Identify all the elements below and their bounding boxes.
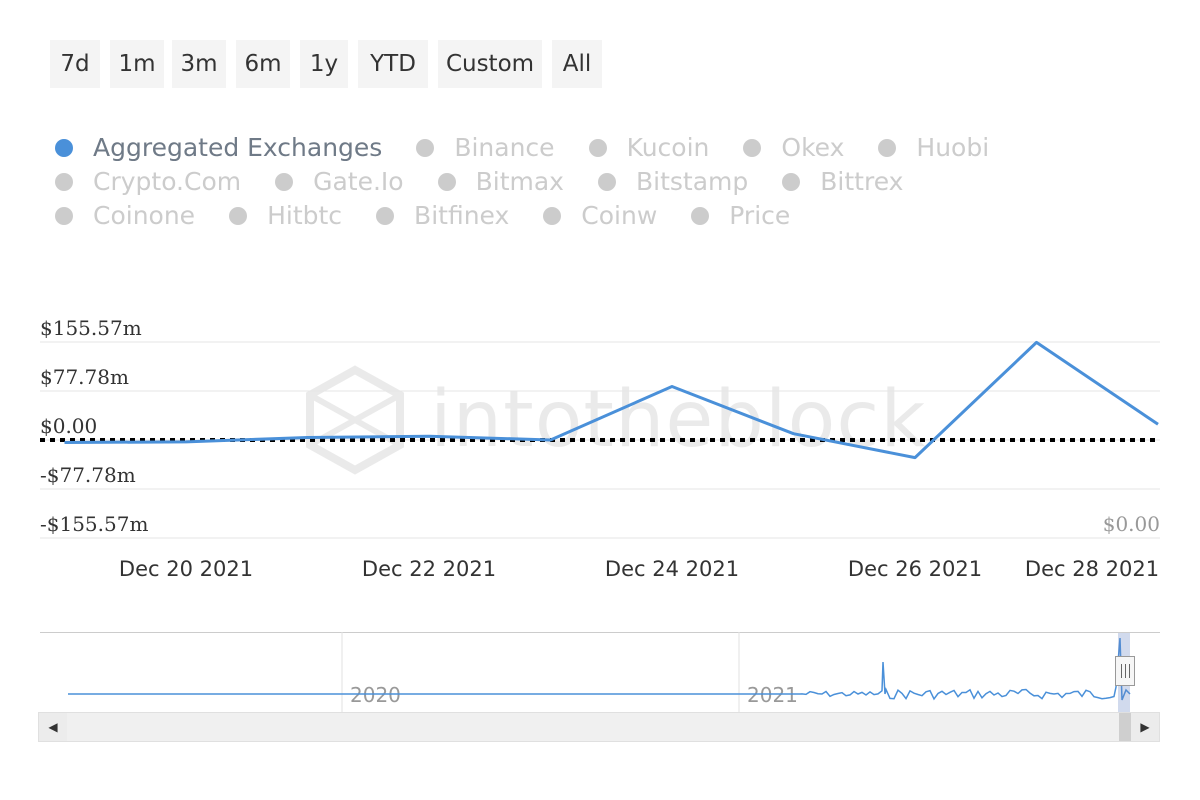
legend-item-price[interactable]: Price	[691, 201, 790, 230]
legend-label: Bitstamp	[635, 167, 749, 196]
legend-marker-icon	[878, 138, 897, 157]
legend-label: Crypto.Com	[93, 167, 242, 196]
legend-marker-icon	[55, 172, 73, 191]
main-chart: $155.57m $77.78m $0.00 -$77.78m -$155.57m $0.…	[40, 316, 1160, 581]
series-line-aggregated-exchanges	[64, 340, 1159, 460]
legend-marker-icon	[588, 138, 607, 157]
legend-marker-icon	[55, 138, 73, 157]
right-arrow-icon[interactable]: ▶	[1131, 713, 1159, 741]
legend-item-coinw[interactable]: Coinw	[543, 201, 657, 230]
legend-item-crypto-com[interactable]: Crypto.Com	[55, 167, 241, 196]
navigator-chart[interactable]: 2020 2021	[40, 632, 1160, 712]
legend-marker-icon	[597, 172, 616, 191]
legend-item-bitfinex[interactable]: Bitfinex	[376, 201, 509, 230]
x-tick-label: Dec 22 2021	[362, 557, 496, 581]
legend-item-aggregated-exchanges[interactable]: Aggregated Exchanges	[55, 133, 382, 162]
legend-item-bittrex[interactable]: Bittrex	[782, 167, 903, 196]
navigator-series-line	[68, 637, 1131, 701]
legend-item-bitmax[interactable]: Bitmax	[437, 167, 564, 196]
legend-item-kucoin[interactable]: Kucoin	[588, 133, 710, 162]
legend-label: Bittrex	[820, 167, 904, 196]
legend-label: Hitbtc	[267, 201, 343, 230]
range-button-3m[interactable]: 3m	[172, 40, 226, 88]
navigator-handle[interactable]	[1115, 656, 1135, 686]
legend-label: Price	[729, 201, 791, 230]
range-button-ytd[interactable]: YTD	[358, 40, 428, 88]
y-tick-label: $77.78m	[40, 365, 129, 389]
legend-label: Bitmax	[475, 167, 564, 196]
legend-label: Coinone	[93, 201, 196, 230]
navigator-year-label: 2021	[747, 683, 798, 707]
legend-marker-icon	[543, 206, 562, 225]
legend-marker-icon	[55, 206, 73, 225]
legend-item-bitstamp[interactable]: Bitstamp	[597, 167, 749, 196]
left-arrow-icon[interactable]: ◀	[39, 713, 67, 741]
legend-label: Gate.Io	[313, 167, 404, 196]
legend-row: Crypto.Com Gate.Io Bitmax Bitstamp Bittrex	[55, 167, 937, 201]
legend-label: Coinw	[581, 201, 658, 230]
legend-row: Coinone Hitbtc Bitfinex Coinw Price	[55, 201, 824, 235]
legend-item-coinone[interactable]: Coinone	[55, 201, 195, 230]
legend-marker-icon	[229, 206, 248, 225]
legend-marker-icon	[743, 138, 762, 157]
legend-item-binance[interactable]: Binance	[416, 133, 555, 162]
legend-marker-icon	[691, 206, 710, 225]
scrollbar-thumb[interactable]	[1119, 713, 1133, 741]
legend-label: Bitfinex	[414, 201, 510, 230]
range-button-7d[interactable]: 7d	[50, 40, 100, 88]
legend-label: Binance	[454, 133, 555, 162]
y2-tick-label: $0.00	[1103, 512, 1160, 536]
range-button-all[interactable]: All	[552, 40, 602, 88]
range-button-custom[interactable]: Custom	[438, 40, 542, 88]
navigator-year-label: 2020	[350, 683, 401, 707]
legend-label: Okex	[781, 133, 845, 162]
x-tick-label: Dec 28 2021	[1025, 557, 1159, 581]
legend-item-okex[interactable]: Okex	[743, 133, 844, 162]
y-tick-label: $155.57m	[40, 316, 142, 340]
y-tick-label: -$77.78m	[40, 463, 136, 487]
x-tick-label: Dec 20 2021	[119, 557, 253, 581]
x-tick-label: Dec 26 2021	[848, 557, 982, 581]
y-tick-label: $0.00	[40, 414, 97, 438]
scrollbar[interactable]: ◀ ▶	[38, 712, 1160, 742]
legend-item-huobi[interactable]: Huobi	[878, 133, 989, 162]
legend-item-gate-io[interactable]: Gate.Io	[275, 167, 404, 196]
x-tick-label: Dec 24 2021	[605, 557, 739, 581]
range-button-6m[interactable]: 6m	[236, 40, 290, 88]
legend-label: Aggregated Exchanges	[93, 133, 383, 162]
legend-marker-icon	[376, 206, 395, 225]
legend-marker-icon	[782, 172, 801, 191]
range-button-1m[interactable]: 1m	[110, 40, 164, 88]
range-button-1y[interactable]: 1y	[300, 40, 348, 88]
legend-item-hitbtc[interactable]: Hitbtc	[229, 201, 342, 230]
legend-marker-icon	[416, 138, 435, 157]
y-tick-label: -$155.57m	[40, 512, 148, 536]
legend-row: Aggregated Exchanges Binance Kucoin Okex Huo…	[55, 133, 1023, 167]
legend-marker-icon	[437, 172, 456, 191]
legend-label: Huobi	[916, 133, 990, 162]
legend-label: Kucoin	[626, 133, 710, 162]
legend-marker-icon	[275, 172, 294, 191]
